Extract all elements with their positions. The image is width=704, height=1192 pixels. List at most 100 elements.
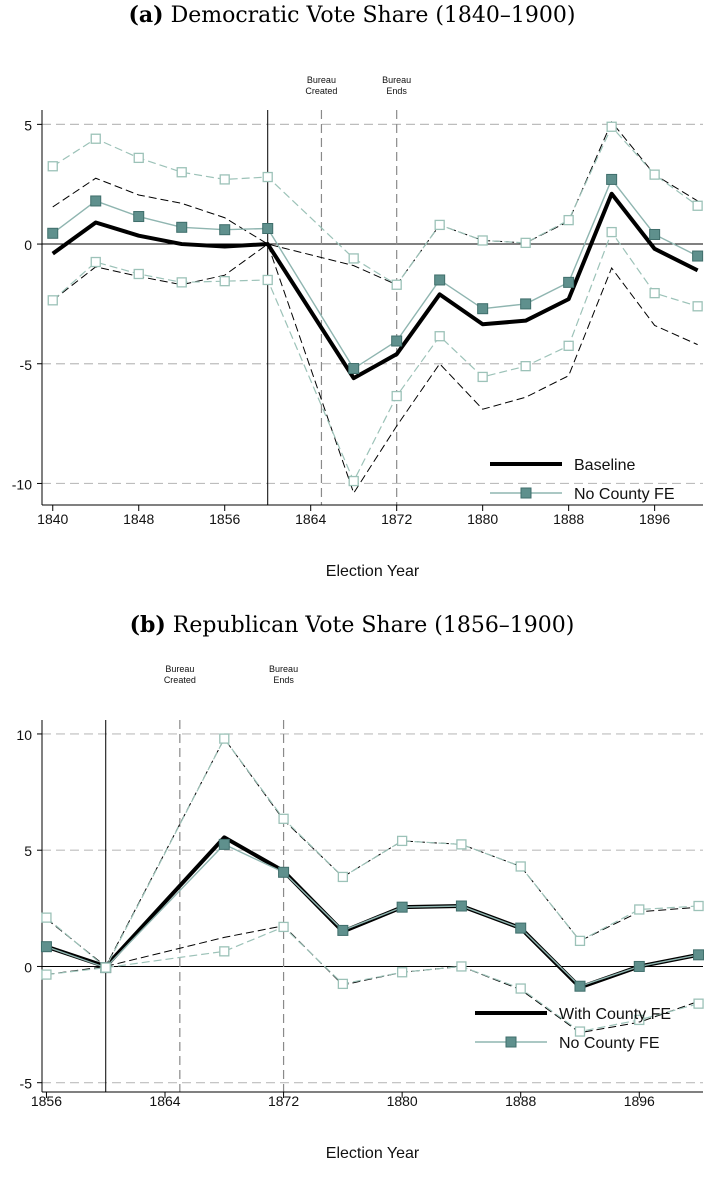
chart-a-series-no-county-fe-ci-upper-marker [47, 161, 58, 172]
chart-a-series-no-county-fe-ci-lower-marker [219, 276, 230, 287]
chart-b-series-no-county-fe-marker [515, 922, 527, 934]
chart-a-series-baseline-ci-lower [52, 243, 698, 495]
chart-a-annotation-line2: Created [305, 86, 337, 96]
chart-b-series-no-county-fe [46, 843, 699, 988]
chart-a-series-no-county-fe-marker [219, 224, 231, 236]
chart-a-series-baseline [51, 191, 699, 381]
chart-b-x-tick-label: 1888 [505, 1093, 536, 1109]
chart-a-series-no-county-fe-ci-lower-marker [90, 256, 101, 268]
chart-a-series-no-county-fe-marker [520, 298, 532, 310]
chart-b-series-no-county-fe-ci-upper [46, 737, 699, 969]
chart-a-annotation-line2: Ends [386, 86, 407, 96]
chart-a-series-no-county-fe-marker [477, 303, 489, 315]
chart-b-series-no-county-fe-ci-upper-marker [219, 733, 230, 744]
chart-b-annotation-line2: Created [164, 675, 196, 685]
chart-a-series-no-county-fe-ci-lower-marker [348, 475, 359, 487]
chart-b-legend-label-2: No County FE [559, 1035, 659, 1052]
chart-a-series-no-county-fe-ci-lower-marker [649, 287, 660, 299]
chart-b-series-no-county-fe-ci-lower-marker [41, 969, 52, 980]
chart-a-y-tick-label: 0 [24, 237, 32, 253]
chart-b-annotation-line1: Bureau [269, 664, 298, 674]
chart-b-series-no-county-fe-ci-lower-marker [278, 921, 289, 933]
chart-a-x-tick-label: 1840 [37, 511, 68, 527]
chart-a-series-no-county-fe-ci-lower-marker [606, 226, 617, 238]
chart-b-series-no-county-fe-ci-lower-marker [219, 946, 230, 957]
chart-b-annotation-line1: Bureau [165, 664, 194, 674]
chart-a-x-tick-label: 1888 [553, 511, 584, 527]
panel-a-label: (a) [128, 2, 164, 28]
chart-b-series-no-county-fe-ci-upper-marker [396, 835, 408, 847]
chart-a-series-no-county-fe-ci-lower-marker [477, 371, 488, 383]
chart-a-series-no-county-fe-marker [90, 195, 102, 207]
panel-a-title-text: Democratic Vote Share (1840–1900) [170, 3, 576, 28]
chart-b-series-no-county-fe-marker [40, 941, 52, 953]
chart-a-series-no-county-fe-ci-upper-marker [348, 253, 359, 264]
chart-a-x-tick-label: 1864 [295, 511, 326, 527]
chart-b-series-no-county-fe-ci-upper-marker [693, 900, 704, 912]
chart-b-x-tick-label: 1864 [149, 1093, 180, 1109]
chart-a-series-no-county-fe-ci-upper-marker [391, 279, 402, 290]
chart-a-series-no-county-fe-ci-upper-marker [606, 121, 617, 132]
chart-a-x-tick-label: 1880 [467, 511, 498, 527]
chart-b-series-no-county-fe-marker [574, 980, 586, 992]
chart-b-legend-marker-2 [505, 1036, 517, 1048]
chart-b-x-tick-label: 1872 [268, 1093, 299, 1109]
chart-a-series-no-county-fe-marker [348, 363, 360, 375]
chart-a-y-tick-label: -10 [12, 476, 32, 492]
chart-a-series-no-county-fe-ci-upper-marker [133, 152, 144, 164]
chart-b-y-tick-label: 5 [24, 843, 32, 859]
chart-b-series-no-county-fe-ci-upper-marker [278, 813, 289, 824]
chart-a-x-tick-label: 1872 [381, 511, 412, 527]
chart-b-series-no-county-fe-ci-lower-marker [337, 978, 349, 990]
chart-a-series-no-county-fe-ci-upper-marker [520, 237, 531, 249]
panel-b-label: (b) [129, 612, 166, 638]
chart-a-series-no-county-fe-marker [692, 250, 704, 262]
chart-b-series-no-county-fe-ci-lower-marker [456, 961, 467, 972]
chart-a-series-no-county-fe-ci-lower-marker [563, 340, 574, 351]
chart-a-series-no-county-fe-marker [606, 173, 618, 185]
chart-a-y-tick-label: -5 [20, 357, 33, 373]
chart-a-series-no-county-fe-ci-lower-marker [391, 390, 402, 402]
chart-b-series-no-county-fe-marker [396, 901, 408, 913]
chart-b-x-axis-title: Election Year [326, 1145, 420, 1162]
chart-a-series-no-county-fe-ci-lower-marker [520, 361, 531, 372]
chart-b-series-no-county-fe-ci-upper-marker [337, 871, 349, 883]
chart-b-y-tick-label: -5 [20, 1076, 33, 1092]
chart-a-series-no-county-fe-ci-upper-marker [262, 171, 273, 183]
chart-b-series-no-county-fe-marker [278, 866, 290, 878]
chart-a-legend-label-1: Baseline [574, 457, 635, 474]
chart-b-x-tick-label: 1896 [624, 1093, 655, 1109]
chart-a-series-no-county-fe-ci-upper-marker [434, 219, 445, 231]
chart-b-series-no-county-fe-ci-lower-marker [693, 998, 704, 1009]
panel-b-title: (b) Republican Vote Share (1856–1900) [0, 612, 704, 638]
chart-b-series-no-county-fe-ci-upper-marker [574, 935, 586, 947]
chart-b-series-no-county-fe-marker [218, 838, 230, 850]
chart-a-series-no-county-fe-ci-upper-marker [563, 214, 574, 226]
chart-a-x-tick-label: 1896 [639, 511, 670, 527]
chart-b-series-no-county-fe-ci-upper-marker [634, 904, 645, 915]
chart-a-series-no-county-fe-ci-upper-marker [649, 169, 660, 180]
chart-b-series-no-county-fe-ci-lower-marker [515, 983, 526, 994]
chart-b-series-with-county-fe [45, 835, 699, 990]
chart-b-legend-label-1: With County FE [559, 1006, 671, 1023]
chart-a-series-no-county-fe-ci-upper-marker [176, 167, 187, 178]
chart-b-series-no-county-fe-marker [693, 949, 704, 961]
chart-a-series-no-county-fe-marker [391, 335, 403, 347]
chart-a-series-no-county-fe-marker [649, 228, 661, 240]
chart-b-series-no-county-fe-ci-upper-marker [41, 912, 52, 923]
chart-a-series-no-county-fe-ci-lower-marker [133, 268, 144, 280]
chart-b-series-no-county-fe-ci-lower-marker [634, 1014, 645, 1026]
chart-b-series-with-county-fe-ci-upper [46, 737, 699, 968]
chart-a-series-no-county-fe-ci-lower-marker [47, 295, 58, 306]
chart-b-x-tick-label: 1856 [31, 1093, 62, 1109]
chart-b-series-no-county-fe-ci-lower-marker [100, 962, 111, 973]
chart-a-series-no-county-fe-marker [133, 211, 145, 223]
chart-b-y-tick-label: 0 [24, 959, 32, 975]
chart-b-series-no-county-fe-ci-upper-marker [515, 861, 526, 872]
chart-a-annotation-line1: Bureau [382, 75, 411, 85]
chart-a-x-axis-title: Election Year [326, 563, 420, 580]
chart-a-x-tick-label: 1856 [209, 511, 240, 527]
chart-a-series-no-county-fe-marker [563, 276, 575, 288]
